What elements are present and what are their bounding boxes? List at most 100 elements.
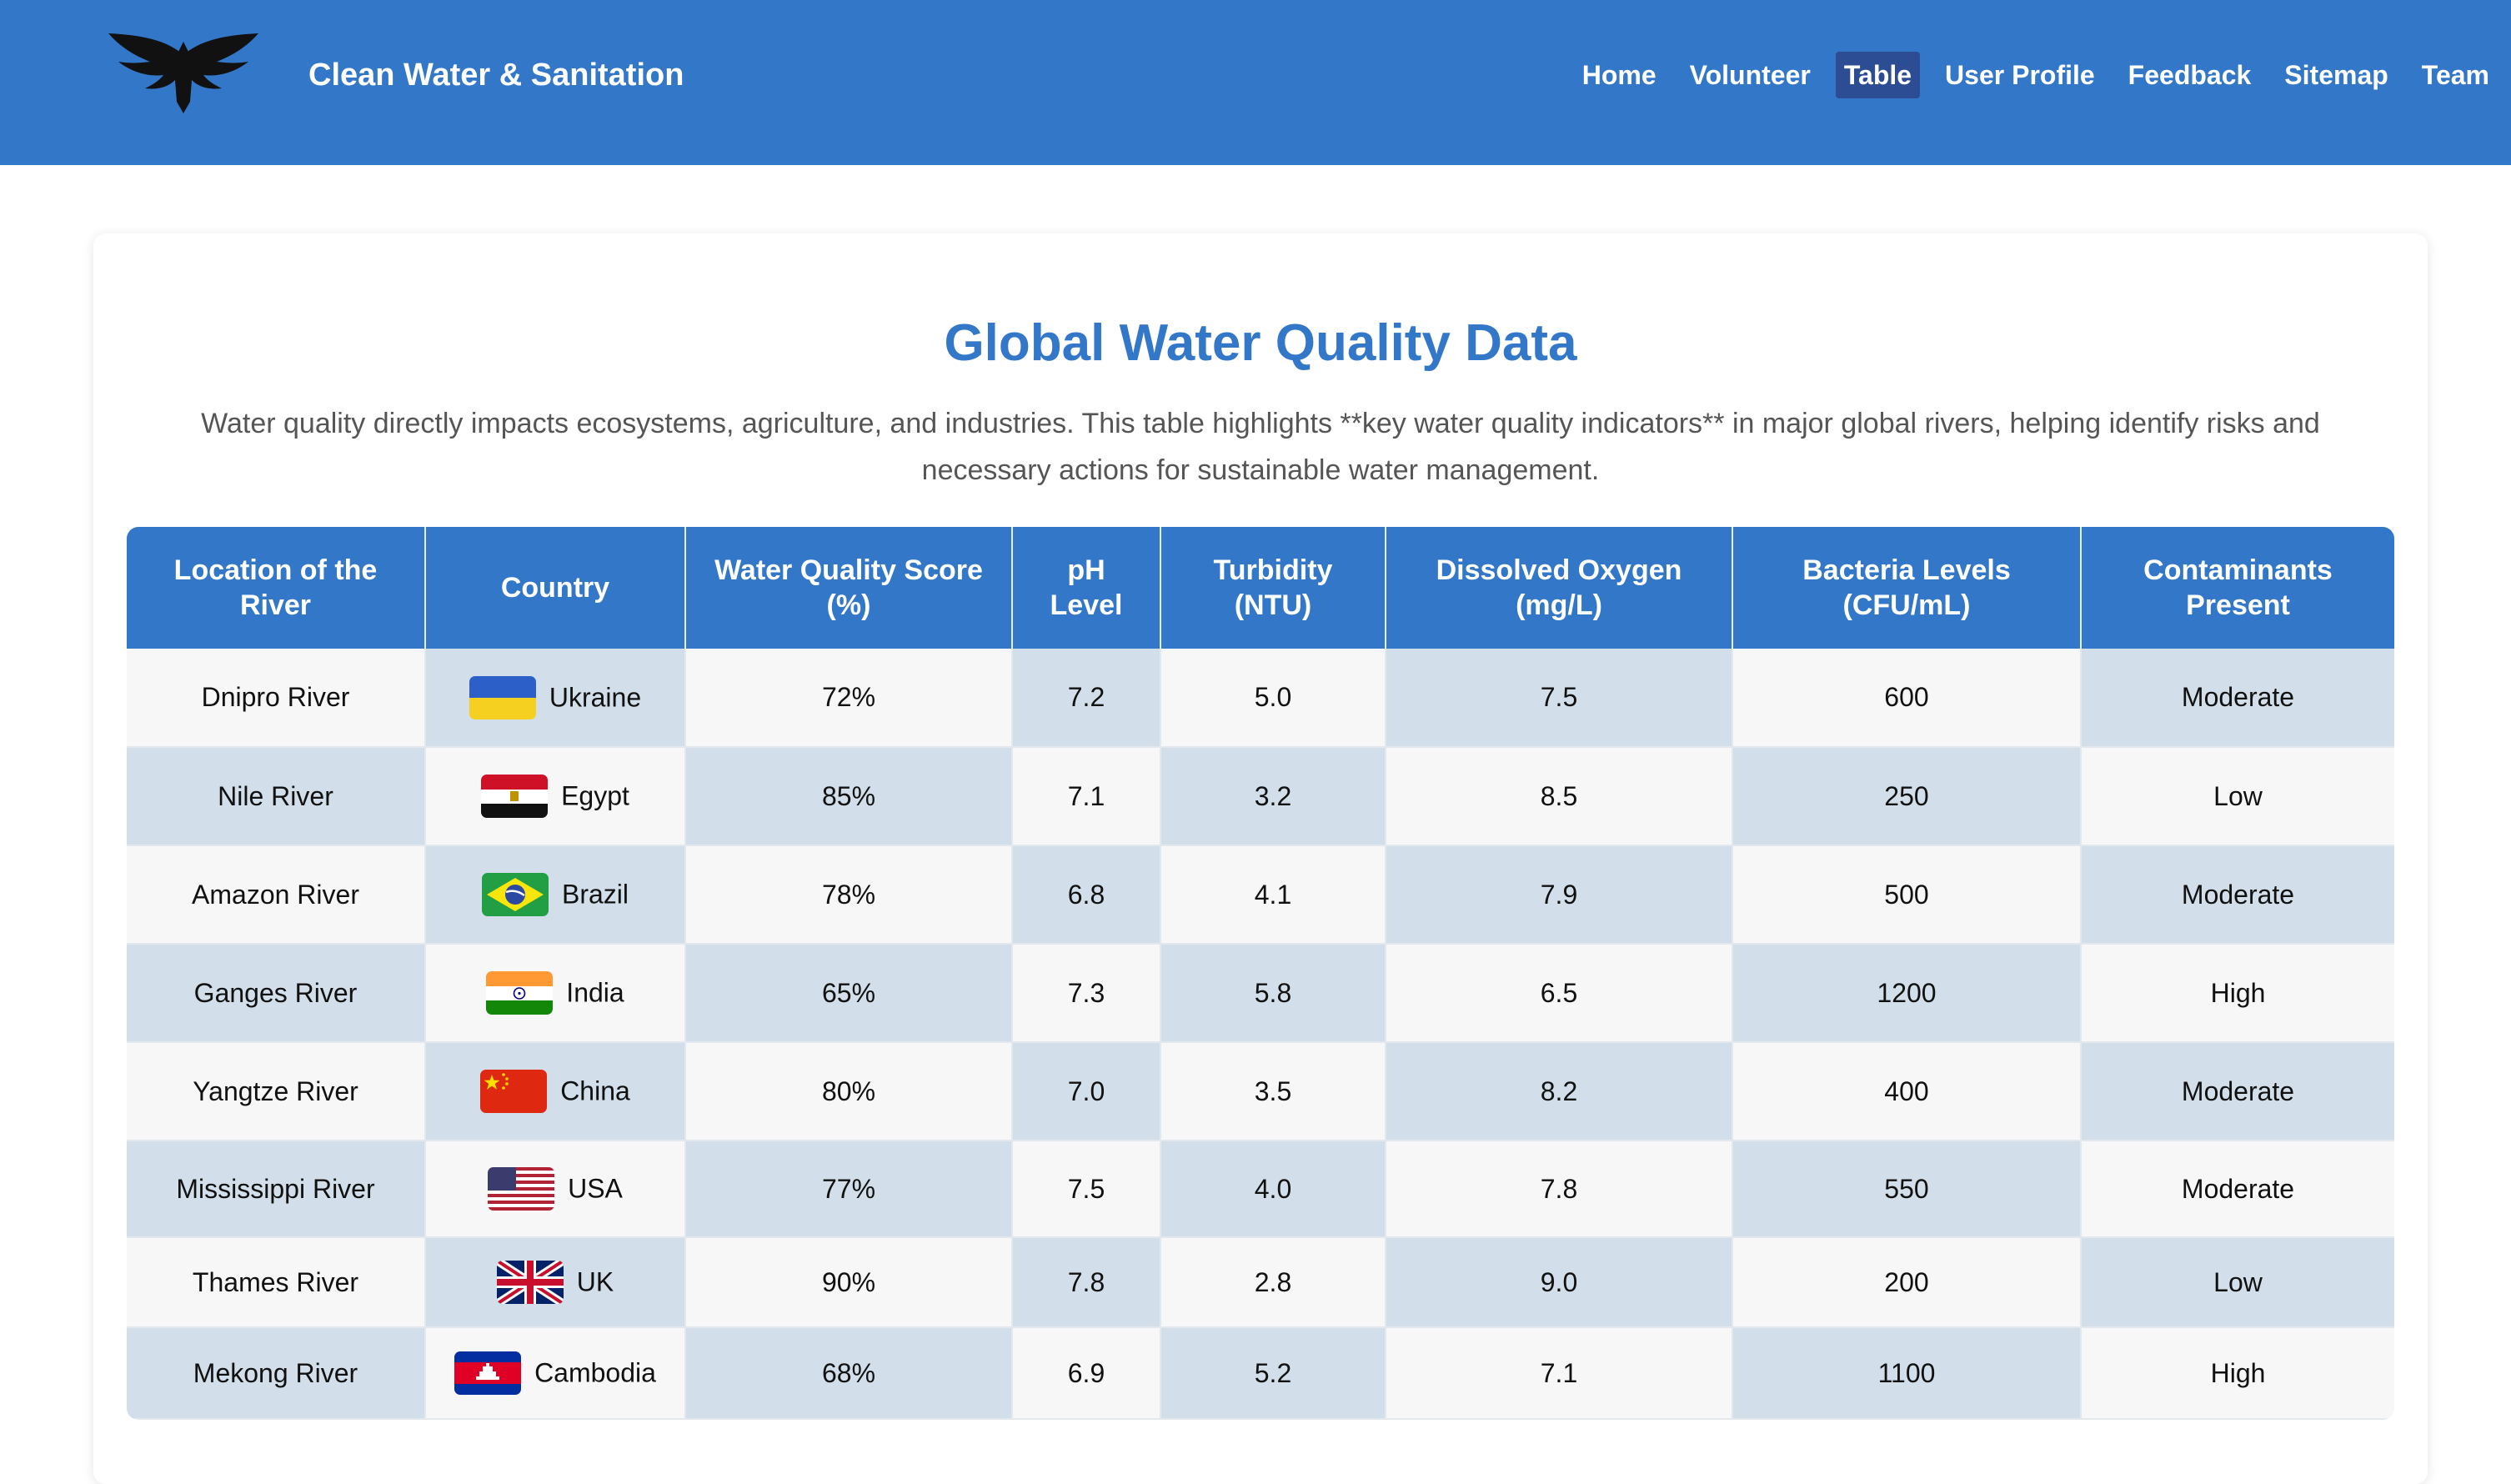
- country-cell: Ukraine: [425, 649, 686, 748]
- site-header: Clean Water & Sanitation Home Volunteer …: [0, 0, 2511, 165]
- content-card: Global Water Quality Data Water quality …: [93, 233, 2428, 1484]
- table-header-row: Location of the River Country Water Qual…: [127, 527, 2394, 649]
- score-cell: 72%: [685, 649, 1013, 748]
- column-header-bacteria: Bacteria Levels (CFU/mL): [1732, 527, 2082, 649]
- bacteria-cell: 550: [1732, 1141, 2082, 1238]
- ph-cell: 7.5: [1012, 1141, 1161, 1238]
- river-name-cell: Amazon River: [127, 845, 426, 945]
- country-name: USA: [568, 1173, 623, 1204]
- column-header-ph: pH Level: [1012, 527, 1161, 649]
- usa-flag-icon: [488, 1167, 555, 1211]
- bacteria-cell: 200: [1732, 1237, 2082, 1328]
- score-cell: 80%: [685, 1042, 1013, 1141]
- oxygen-cell: 7.9: [1386, 845, 1733, 945]
- column-header-score: Water Quality Score (%): [685, 527, 1013, 649]
- bacteria-cell: 600: [1732, 649, 2082, 748]
- country-name: Egypt: [561, 780, 629, 811]
- country-name: China: [560, 1075, 630, 1106]
- turbidity-cell: 2.8: [1160, 1237, 1386, 1328]
- column-header-country: Country: [425, 527, 686, 649]
- table-row: Nile River Egypt 85% 7.1 3.2 8.5 250 Low: [127, 747, 2394, 846]
- oxygen-cell: 7.1: [1386, 1327, 1733, 1420]
- turbidity-cell: 5.0: [1160, 649, 1386, 748]
- column-header-oxygen: Dissolved Oxygen (mg/L): [1386, 527, 1733, 649]
- river-name-cell: Ganges River: [127, 944, 426, 1043]
- river-name-cell: Yangtze River: [127, 1042, 426, 1141]
- country-cell: Brazil: [425, 845, 686, 945]
- contaminants-cell: Moderate: [2081, 1042, 2394, 1141]
- country-name: India: [566, 977, 624, 1008]
- nav-table[interactable]: Table: [1835, 52, 1921, 98]
- cambodia-flag-icon: [454, 1351, 522, 1395]
- contaminants-cell: Low: [2081, 747, 2394, 846]
- country-cell: USA: [425, 1141, 686, 1238]
- turbidity-cell: 5.2: [1160, 1327, 1386, 1420]
- oxygen-cell: 7.5: [1386, 649, 1733, 748]
- nav-feedback[interactable]: Feedback: [2128, 60, 2252, 90]
- country-name: UK: [576, 1266, 614, 1297]
- brazil-flag-icon: [481, 873, 549, 916]
- ph-cell: 6.8: [1012, 845, 1161, 945]
- table-row: Mekong River Cambodia 68% 6.9: [127, 1327, 2394, 1420]
- contaminants-cell: Moderate: [2081, 649, 2394, 748]
- nav-volunteer[interactable]: Volunteer: [1689, 60, 1811, 90]
- bacteria-cell: 500: [1732, 845, 2082, 945]
- country-cell: India: [425, 944, 686, 1043]
- ph-cell: 7.8: [1012, 1237, 1161, 1328]
- oxygen-cell: 8.5: [1386, 747, 1733, 846]
- ph-cell: 7.0: [1012, 1042, 1161, 1141]
- table-row: Dnipro River Ukraine 72% 7.2 5.0 7.5 600…: [127, 649, 2394, 748]
- table-row: Amazon River Brazil 78% 6.8 4.1 7.9 500 …: [127, 845, 2394, 945]
- turbidity-cell: 3.2: [1160, 747, 1386, 846]
- egypt-flag-icon: [481, 775, 549, 818]
- water-quality-table: Location of the River Country Water Qual…: [127, 527, 2394, 1420]
- country-cell: Cambodia: [425, 1327, 686, 1420]
- country-cell: UK: [425, 1237, 686, 1328]
- table-row: Ganges River India 65% 7.3 5.8 6.5 1200 …: [127, 944, 2394, 1043]
- bacteria-cell: 250: [1732, 747, 2082, 846]
- score-cell: 85%: [685, 747, 1013, 846]
- contaminants-cell: Low: [2081, 1237, 2394, 1328]
- nav-home[interactable]: Home: [1581, 60, 1656, 90]
- country-cell: China: [425, 1042, 686, 1141]
- turbidity-cell: 4.1: [1160, 845, 1386, 945]
- ph-cell: 7.1: [1012, 747, 1161, 846]
- oxygen-cell: 9.0: [1386, 1237, 1733, 1328]
- ph-cell: 6.9: [1012, 1327, 1161, 1420]
- china-flag-icon: [480, 1070, 548, 1113]
- bacteria-cell: 1200: [1732, 944, 2082, 1043]
- column-header-turbidity: Turbidity (NTU): [1160, 527, 1386, 649]
- ph-cell: 7.2: [1012, 649, 1161, 748]
- river-name-cell: Mekong River: [127, 1327, 426, 1420]
- bacteria-cell: 400: [1732, 1042, 2082, 1141]
- table-row: Yangtze River China 80% 7.0 3.5 8.2 400 …: [127, 1042, 2394, 1141]
- contaminants-cell: High: [2081, 944, 2394, 1043]
- oxygen-cell: 6.5: [1386, 944, 1733, 1043]
- nav-sitemap[interactable]: Sitemap: [2284, 60, 2388, 90]
- score-cell: 78%: [685, 845, 1013, 945]
- ph-cell: 7.3: [1012, 944, 1161, 1043]
- page-description: Water quality directly impacts ecosystem…: [201, 408, 2320, 486]
- water-quality-table-container: Location of the River Country Water Qual…: [127, 527, 2394, 1420]
- nav-user-profile[interactable]: User Profile: [1945, 60, 2095, 90]
- river-name-cell: Thames River: [127, 1237, 426, 1328]
- contaminants-cell: Moderate: [2081, 845, 2394, 945]
- score-cell: 90%: [685, 1237, 1013, 1328]
- main-nav: Home Volunteer Table User Profile Feedba…: [1557, 52, 2498, 98]
- bacteria-cell: 1100: [1732, 1327, 2082, 1420]
- column-header-contaminants: Contaminants Present: [2081, 527, 2394, 649]
- country-name: Brazil: [561, 879, 629, 910]
- country-name: Cambodia: [534, 1357, 656, 1388]
- site-title[interactable]: Clean Water & Sanitation: [308, 58, 684, 93]
- turbidity-cell: 4.0: [1160, 1141, 1386, 1238]
- score-cell: 68%: [685, 1327, 1013, 1420]
- contaminants-cell: High: [2081, 1327, 2394, 1420]
- oxygen-cell: 7.8: [1386, 1141, 1733, 1238]
- nav-team[interactable]: Team: [2421, 60, 2489, 90]
- eagle-logo-icon[interactable]: [108, 30, 258, 118]
- page-title: Global Water Quality Data: [944, 314, 1577, 372]
- table-row: Thames River UK 90%: [127, 1237, 2394, 1328]
- india-flag-icon: [486, 971, 554, 1015]
- river-name-cell: Nile River: [127, 747, 426, 846]
- turbidity-cell: 5.8: [1160, 944, 1386, 1043]
